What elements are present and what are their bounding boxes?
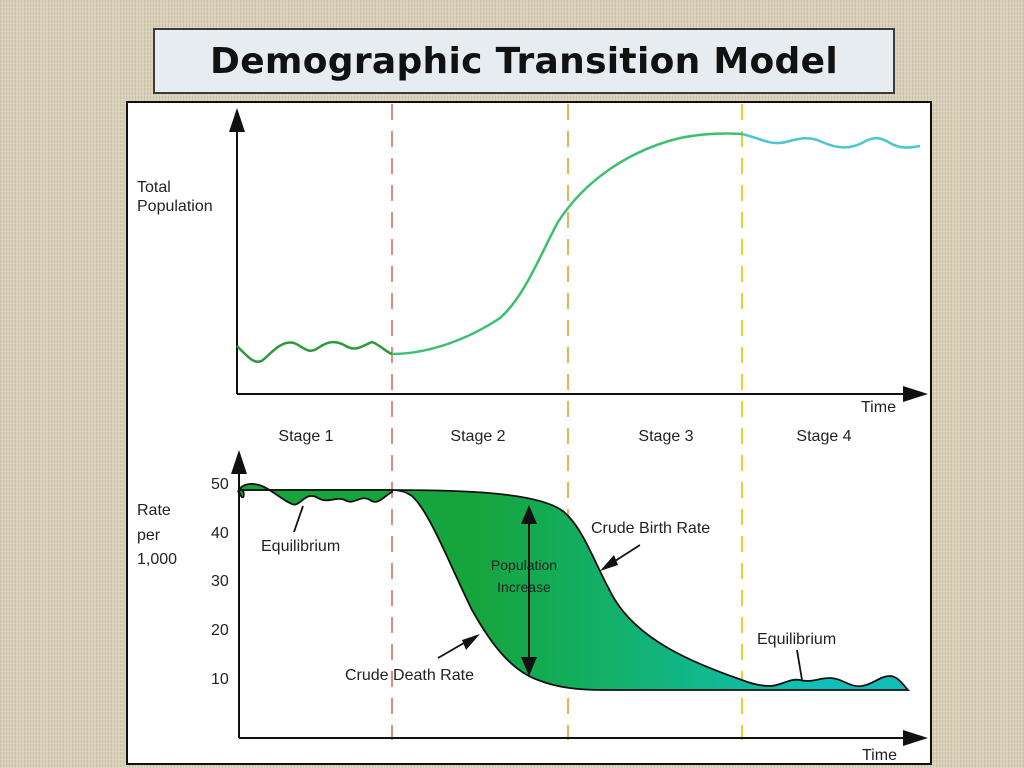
population-increase-label-line1: Population bbox=[491, 557, 557, 573]
y-tick-50: 50 bbox=[211, 476, 229, 493]
crude-death-rate-label: Crude Death Rate bbox=[345, 667, 474, 684]
equilibrium-right-label: Equilibrium bbox=[757, 631, 836, 648]
y-tick-30: 30 bbox=[211, 573, 229, 590]
page-title: Demographic Transition Model bbox=[210, 40, 838, 82]
population-curve-stage2-3 bbox=[391, 132, 743, 356]
crude-death-rate-arrowhead bbox=[462, 634, 480, 650]
population-curve-stage1 bbox=[236, 340, 393, 363]
stage1-equilibrium-area bbox=[236, 483, 393, 506]
population-curve-stage4 bbox=[741, 132, 921, 149]
bottom-y-label-line1: Rate bbox=[137, 502, 171, 519]
bottom-x-label: Time bbox=[862, 747, 897, 764]
population-increase-label-line2: Increase bbox=[497, 579, 551, 595]
top-y-axis-arrow bbox=[229, 108, 245, 132]
top-y-label-line2: Population bbox=[137, 198, 213, 215]
y-tick-10: 10 bbox=[211, 671, 229, 688]
top-x-axis-arrow bbox=[903, 386, 928, 402]
bottom-y-label-line3: 1,000 bbox=[137, 551, 177, 568]
equilibrium-right-leader bbox=[796, 649, 803, 681]
stage-label-1: Stage 1 bbox=[278, 428, 333, 445]
top-x-label: Time bbox=[861, 399, 896, 416]
y-tick-40: 40 bbox=[211, 525, 229, 542]
bottom-y-label-line2: per bbox=[137, 527, 161, 544]
bottom-x-axis-arrow bbox=[903, 730, 928, 746]
stage-label-2: Stage 2 bbox=[450, 428, 505, 445]
equilibrium-left-leader bbox=[293, 505, 304, 533]
equilibrium-left-label: Equilibrium bbox=[261, 538, 340, 555]
crude-birth-rate-arrowhead bbox=[600, 555, 618, 571]
crude-birth-rate-label: Crude Birth Rate bbox=[591, 520, 710, 537]
bottom-y-axis-arrow bbox=[231, 450, 247, 474]
stage-label-4: Stage 4 bbox=[796, 428, 851, 445]
population-increase-arrow-down bbox=[521, 657, 537, 676]
population-increase-area bbox=[239, 489, 911, 691]
top-y-label-line1: Total bbox=[137, 179, 171, 196]
title-box: Demographic Transition Model bbox=[153, 28, 895, 94]
stage-label-3: Stage 3 bbox=[638, 428, 693, 445]
y-tick-20: 20 bbox=[211, 622, 229, 639]
population-increase-arrow-up bbox=[521, 505, 537, 524]
